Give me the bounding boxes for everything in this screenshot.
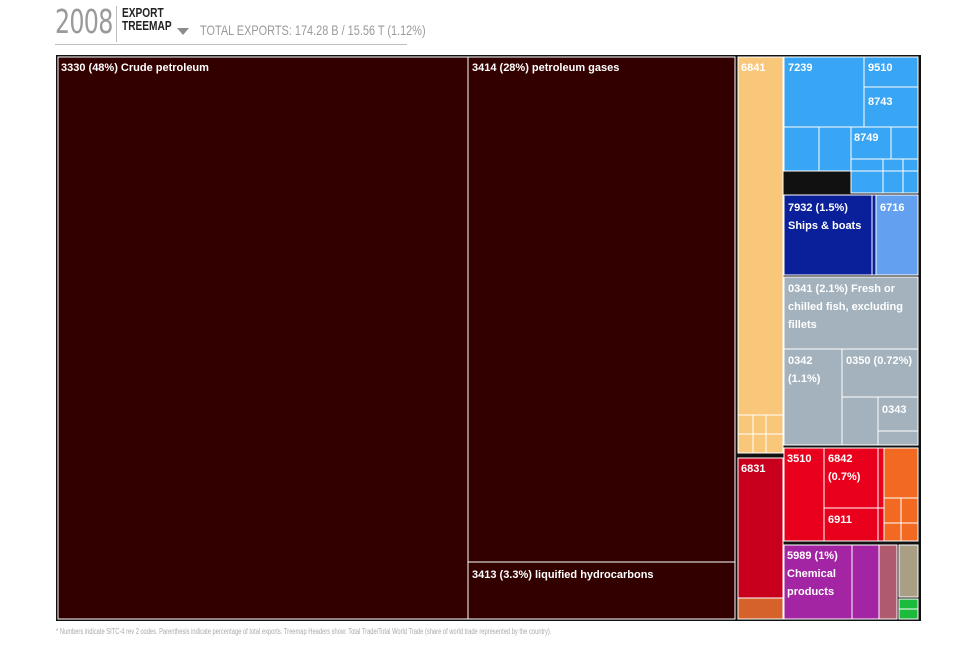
tile-blue-g[interactable] bbox=[850, 170, 884, 194]
tile-green-b[interactable] bbox=[898, 608, 919, 620]
tile-tan-c[interactable] bbox=[765, 414, 784, 435]
tile-label-0342: 0342 (1.1%) bbox=[788, 355, 821, 385]
tile-3414[interactable] bbox=[467, 56, 736, 563]
tile-5989[interactable] bbox=[783, 544, 853, 620]
tile-label-6716: 6716 bbox=[880, 202, 904, 214]
tile-tan-f[interactable] bbox=[765, 433, 784, 454]
tile-grey-b[interactable] bbox=[877, 430, 919, 446]
tile-label-5989: 5989 (1%) Chemical products bbox=[787, 550, 838, 598]
mode-selector-label[interactable]: EXPORT TREEMAP bbox=[122, 6, 172, 32]
tile-label-8749: 8749 bbox=[854, 132, 878, 144]
tile-blue-d[interactable] bbox=[850, 158, 884, 172]
tile-0342[interactable] bbox=[783, 348, 843, 446]
tile-khaki[interactable] bbox=[898, 544, 919, 598]
tile-label-6842: 6842 (0.7%) bbox=[828, 453, 861, 483]
tile-green-a[interactable] bbox=[898, 598, 919, 610]
tile-label-3510: 3510 bbox=[787, 453, 811, 465]
tile-orange-e[interactable] bbox=[900, 522, 919, 542]
tile-blue-a[interactable] bbox=[783, 126, 820, 172]
tile-3413[interactable] bbox=[467, 561, 736, 620]
tile-orange-c[interactable] bbox=[900, 497, 919, 524]
tile-3510[interactable] bbox=[783, 447, 825, 542]
tile-7932[interactable] bbox=[783, 194, 873, 276]
tile-label-6831: 6831 bbox=[741, 463, 765, 475]
treemap-tiles bbox=[57, 56, 919, 620]
tile-mauve[interactable] bbox=[878, 544, 898, 620]
tile-blue-c[interactable] bbox=[890, 126, 919, 160]
tile-0350[interactable] bbox=[841, 348, 919, 398]
tile-orange-b[interactable] bbox=[883, 497, 902, 524]
tile-label-0350: 0350 (0.72%) bbox=[846, 355, 912, 367]
tile-red-strip[interactable] bbox=[877, 447, 885, 509]
footnote: * Numbers indicate SITC-4 rev 2 codes. P… bbox=[56, 627, 552, 636]
tile-label-0341: 0341 (2.1%) Fresh or chilled fish, exclud… bbox=[788, 283, 903, 331]
tile-blue-b[interactable] bbox=[818, 126, 852, 172]
tile-orange-small[interactable] bbox=[737, 597, 784, 620]
tile-purple-b[interactable] bbox=[851, 544, 880, 620]
tile-6841[interactable] bbox=[737, 56, 784, 416]
treemap-chart: 3330 (48%) Crude petroleum 3414 (28%) pet… bbox=[56, 55, 921, 621]
tile-0341[interactable] bbox=[783, 276, 919, 350]
tile-navy-strip[interactable] bbox=[871, 194, 877, 276]
tile-orange-a[interactable] bbox=[883, 447, 919, 499]
tile-label-6911: 6911 bbox=[828, 514, 852, 526]
tile-blue-i[interactable] bbox=[902, 170, 919, 194]
tile-tan-d[interactable] bbox=[737, 433, 754, 454]
tile-tan-e[interactable] bbox=[752, 433, 767, 454]
tile-tan-b[interactable] bbox=[752, 414, 767, 435]
tile-grey-a[interactable] bbox=[841, 396, 879, 446]
year-label: 2008 bbox=[55, 2, 113, 41]
header-divider bbox=[116, 6, 117, 42]
tile-3330[interactable] bbox=[57, 56, 469, 620]
tile-label-0343: 0343 bbox=[882, 404, 906, 416]
tile-label-7239: 7239 bbox=[788, 62, 812, 74]
tile-blue-h[interactable] bbox=[882, 170, 904, 194]
tile-label-6841: 6841 bbox=[741, 62, 765, 74]
tile-label-9510: 9510 bbox=[868, 62, 892, 74]
tile-label-3414: 3414 (28%) petroleum gases bbox=[472, 62, 619, 74]
tile-6911[interactable] bbox=[823, 507, 879, 542]
tile-tan-a[interactable] bbox=[737, 414, 754, 435]
tile-blue-e[interactable] bbox=[882, 158, 904, 172]
treemap-labels: 3330 (48%) Crude petroleum 3414 (28%) pet… bbox=[61, 62, 912, 598]
tile-label-8743: 8743 bbox=[868, 96, 892, 108]
tile-orange-d[interactable] bbox=[883, 522, 902, 542]
chart-header: 2008 EXPORT TREEMAP TOTAL EXPORTS: 174.2… bbox=[55, 2, 426, 45]
tile-6716[interactable] bbox=[875, 194, 919, 276]
tile-label-3330: 3330 (48%) Crude petroleum bbox=[61, 62, 209, 74]
total-exports-label: TOTAL EXPORTS: 174.28 B / 15.56 T (1.12%… bbox=[200, 22, 426, 38]
tile-label-3413: 3413 (3.3%) liquified hydrocarbons bbox=[472, 569, 654, 581]
tile-6831[interactable] bbox=[737, 457, 784, 599]
tile-label-7932: 7932 (1.5%) Ships & boats bbox=[788, 202, 861, 232]
mode-line-1: EXPORT bbox=[122, 5, 164, 20]
tile-red-small[interactable] bbox=[877, 507, 885, 542]
chevron-down-icon[interactable] bbox=[177, 28, 189, 35]
tile-blue-f[interactable] bbox=[902, 158, 919, 172]
mode-line-2: TREEMAP bbox=[122, 18, 172, 33]
